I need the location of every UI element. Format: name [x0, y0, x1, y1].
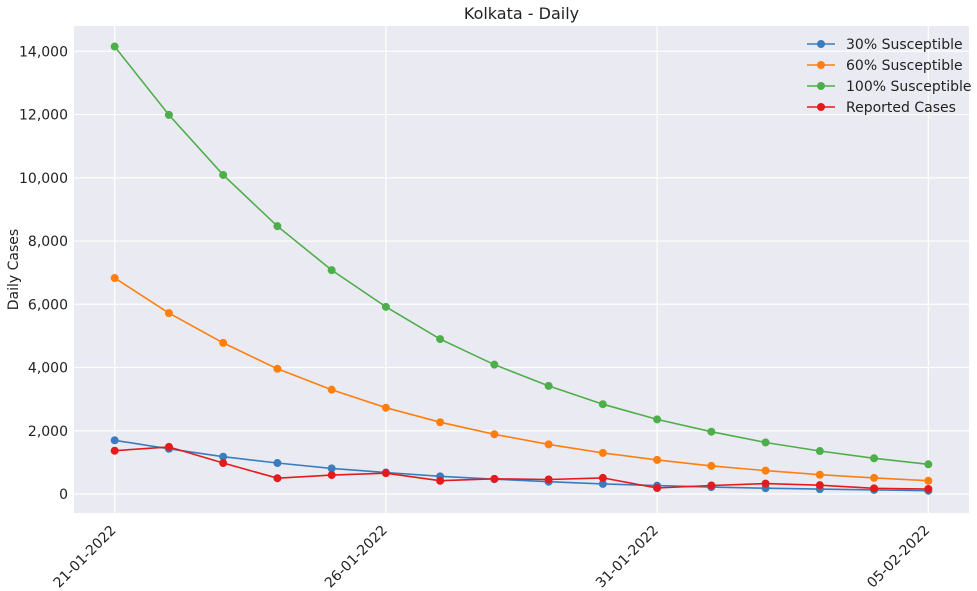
legend-label: 100% Susceptible — [846, 79, 972, 95]
data-point — [327, 464, 336, 473]
data-point — [110, 274, 119, 283]
y-tick-label: 4,000 — [28, 361, 68, 377]
data-point — [381, 302, 390, 311]
data-point — [544, 440, 553, 449]
data-point — [273, 459, 282, 468]
data-point — [164, 309, 173, 318]
series-line — [114, 446, 929, 490]
data-point — [815, 447, 824, 456]
data-point — [490, 360, 499, 369]
data-point — [924, 476, 933, 485]
data-point — [327, 471, 336, 480]
data-point — [490, 430, 499, 439]
data-point — [110, 436, 119, 445]
data-point — [598, 400, 607, 409]
series — [110, 274, 933, 485]
data-point — [219, 338, 228, 347]
data-point — [924, 460, 933, 469]
data-point — [110, 446, 119, 455]
data-point — [544, 381, 553, 390]
data-point — [490, 474, 499, 483]
data-point — [598, 473, 607, 482]
legend-swatch-marker — [817, 40, 825, 48]
data-point — [653, 415, 662, 424]
data-point — [544, 475, 553, 484]
data-point — [598, 448, 607, 457]
y-tick-label: 2,000 — [28, 424, 68, 440]
y-tick-label: 12,000 — [19, 108, 68, 124]
legend-label: 60% Susceptible — [846, 58, 963, 74]
legend-swatch-marker — [817, 103, 825, 111]
y-tick-label: 14,000 — [19, 44, 68, 60]
data-point — [815, 481, 824, 490]
legend: 30% Susceptible 60% Susceptible 100% Susce… — [807, 37, 972, 116]
data-point — [327, 266, 336, 275]
series — [110, 442, 933, 493]
legend-item: 100% Susceptible — [807, 79, 972, 95]
data-point — [110, 42, 119, 51]
legend-swatch-marker — [817, 61, 825, 69]
data-point — [273, 474, 282, 483]
legend-swatch-marker — [817, 82, 825, 90]
data-point — [219, 452, 228, 461]
data-point — [870, 473, 879, 482]
data-point — [653, 455, 662, 464]
data-point — [707, 461, 716, 470]
data-point — [815, 470, 824, 479]
data-point — [707, 481, 716, 490]
data-point — [273, 364, 282, 373]
data-point — [381, 469, 390, 478]
series-line — [114, 46, 929, 466]
legend-label: Reported Cases — [846, 100, 956, 116]
data-point — [164, 442, 173, 451]
data-point — [870, 454, 879, 463]
data-point — [436, 418, 445, 427]
data-point — [436, 476, 445, 485]
series-line — [114, 439, 929, 492]
data-point — [164, 110, 173, 119]
legend-label: 30% Susceptible — [846, 37, 963, 53]
legend-item: 60% Susceptible — [807, 58, 963, 74]
data-point — [219, 170, 228, 179]
legend-item: 30% Susceptible — [807, 37, 963, 53]
series — [110, 42, 933, 469]
data-point — [653, 484, 662, 493]
series-layer — [110, 42, 933, 495]
data-point — [707, 427, 716, 436]
data-point — [761, 438, 770, 447]
data-point — [761, 479, 770, 488]
data-point — [924, 484, 933, 493]
data-point — [598, 479, 607, 488]
data-point — [761, 466, 770, 475]
data-point — [436, 335, 445, 344]
y-tick-label: 8,000 — [28, 234, 68, 250]
y-axis-label: Daily Cases — [6, 229, 22, 310]
data-point — [327, 385, 336, 394]
y-tick-label: 10,000 — [19, 171, 68, 187]
y-tick-label: 0 — [59, 487, 68, 503]
chart-title: Kolkata - Daily — [464, 4, 579, 23]
data-point — [219, 459, 228, 468]
data-point — [870, 484, 879, 493]
y-tick-label: 6,000 — [28, 297, 68, 313]
legend-item: Reported Cases — [807, 100, 956, 116]
data-point — [273, 222, 282, 231]
series-line — [114, 277, 929, 482]
data-point — [381, 403, 390, 412]
